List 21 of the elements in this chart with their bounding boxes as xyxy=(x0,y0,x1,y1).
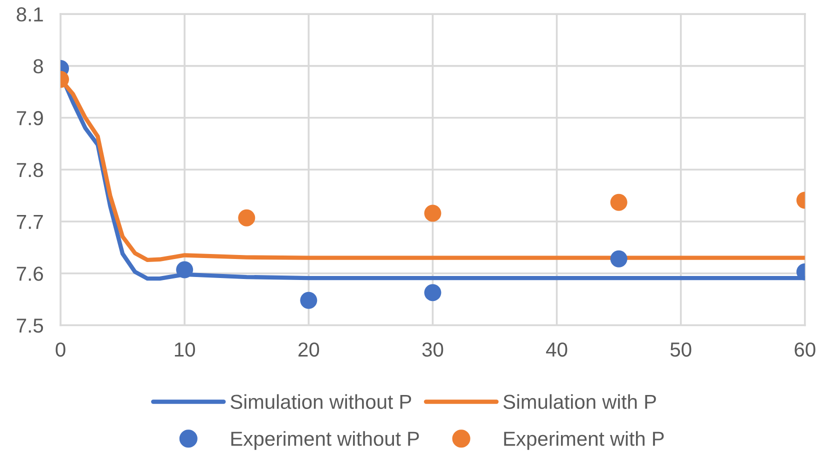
point xyxy=(300,292,318,309)
legend-label: Experiment without P xyxy=(231,431,419,450)
y-tick-label: 7.8 xyxy=(16,162,43,178)
y-tick-label: 7.7 xyxy=(16,214,43,229)
x-tick-label: 20 xyxy=(298,342,320,357)
x-tick-label: 40 xyxy=(546,342,568,357)
x-tick-label: 50 xyxy=(670,342,692,357)
point xyxy=(424,204,442,222)
legend-label: Simulation without P xyxy=(230,394,412,409)
point xyxy=(424,284,442,302)
x-tick-label: 10 xyxy=(174,342,196,357)
y-tick-label: 7.6 xyxy=(16,266,43,281)
x-tick-label: 60 xyxy=(794,342,816,357)
legend-label: Experiment with P xyxy=(504,431,664,450)
legend-label: Simulation with P xyxy=(503,394,656,409)
y-tick-label: 7.5 xyxy=(16,318,44,333)
y-tick-label: 7.9 xyxy=(16,111,43,126)
y-tick-label: 8 xyxy=(34,59,43,74)
x-tick-label: 30 xyxy=(422,342,444,357)
y-tick-label: 8.1 xyxy=(16,7,43,22)
x-tick-label: 0 xyxy=(56,342,66,357)
